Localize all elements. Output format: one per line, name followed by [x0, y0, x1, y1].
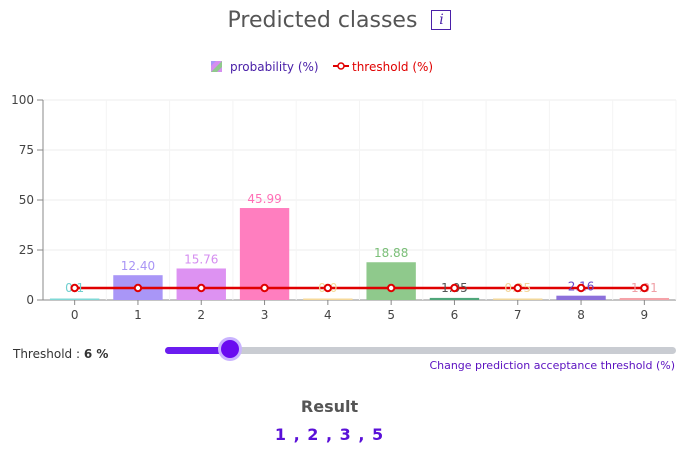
- x-tick-label-6: 6: [451, 308, 459, 322]
- x-tick-label-8: 8: [577, 308, 585, 322]
- threshold-slider-thumb[interactable]: [220, 340, 239, 358]
- x-tick-label-5: 5: [387, 308, 395, 322]
- threshold-value: 6 %: [83, 347, 109, 361]
- bar-value-label-3: 45.99: [247, 192, 281, 206]
- threshold-marker-2: [197, 283, 206, 293]
- bar-class-6[interactable]: [429, 297, 480, 300]
- bar-class-4[interactable]: [303, 298, 353, 301]
- chart-title-bar: Predicted classes i: [0, 4, 679, 36]
- result-title: Result: [300, 397, 359, 416]
- legend-item-threshold[interactable]: threshold (%): [333, 60, 433, 74]
- y-tick-label-25: 25: [19, 243, 34, 257]
- bar-value-label-1: 12.40: [121, 259, 155, 273]
- bar-value-label-5: 18.88: [374, 246, 408, 260]
- result-values: 1 , 2 , 3 , 5: [274, 425, 385, 444]
- bar-class-7[interactable]: [493, 298, 543, 301]
- legend-probability-label: probability (%): [230, 60, 319, 74]
- threshold-slider[interactable]: [165, 340, 676, 358]
- y-tick-label-100: 100: [11, 93, 34, 107]
- threshold-marker-5: [386, 283, 396, 293]
- threshold-slider-caption: Change prediction acceptance threshold (…: [429, 359, 675, 372]
- legend-probability-swatch-stripe2: [211, 61, 216, 66]
- x-tick-label-7: 7: [514, 308, 522, 322]
- threshold-marker-4: [323, 283, 333, 293]
- legend-threshold-label: threshold (%): [352, 60, 433, 74]
- x-tick-label-3: 3: [261, 308, 269, 322]
- predicted-classes-chart: probability (%) threshold (%) 0255075100…: [11, 60, 677, 322]
- bar-class-5[interactable]: [366, 262, 416, 300]
- bar-class-0[interactable]: [49, 298, 100, 301]
- info-icon[interactable]: i: [431, 10, 452, 30]
- x-tick-label-2: 2: [197, 308, 205, 322]
- threshold-marker-9: [640, 283, 649, 293]
- threshold-label: Threshold : 6 %: [13, 347, 108, 361]
- legend-item-probability[interactable]: probability (%): [211, 60, 319, 74]
- threshold-marker-3: [260, 283, 269, 293]
- y-tick-label-75: 75: [19, 143, 34, 157]
- threshold-marker-6: [450, 283, 459, 293]
- x-tick-label-4: 4: [324, 308, 332, 322]
- bar-value-label-2: 15.76: [184, 252, 218, 266]
- threshold-marker-0: [70, 283, 79, 293]
- threshold-label-text: Threshold :: [13, 347, 84, 361]
- bar-class-8[interactable]: [556, 295, 606, 300]
- x-tick-label-9: 9: [641, 308, 649, 322]
- legend-threshold-marker: [337, 62, 345, 70]
- bar-class-9[interactable]: [619, 297, 670, 300]
- y-tick-label-0: 0: [26, 293, 34, 307]
- plot-area: 025507510001234567890.112.4015.7645.990.…: [11, 93, 677, 322]
- chart-legend: probability (%) threshold (%): [211, 60, 433, 74]
- x-tick-label-0: 0: [71, 308, 79, 322]
- page-title: Predicted classes: [227, 7, 418, 33]
- threshold-marker-7: [513, 283, 522, 293]
- threshold-marker-1: [133, 283, 143, 293]
- legend-probability-swatch-stripe: [211, 61, 222, 72]
- threshold-slider-fill: [165, 347, 230, 354]
- threshold-marker-8: [576, 283, 586, 293]
- x-tick-label-1: 1: [134, 308, 142, 322]
- y-tick-label-50: 50: [19, 193, 34, 207]
